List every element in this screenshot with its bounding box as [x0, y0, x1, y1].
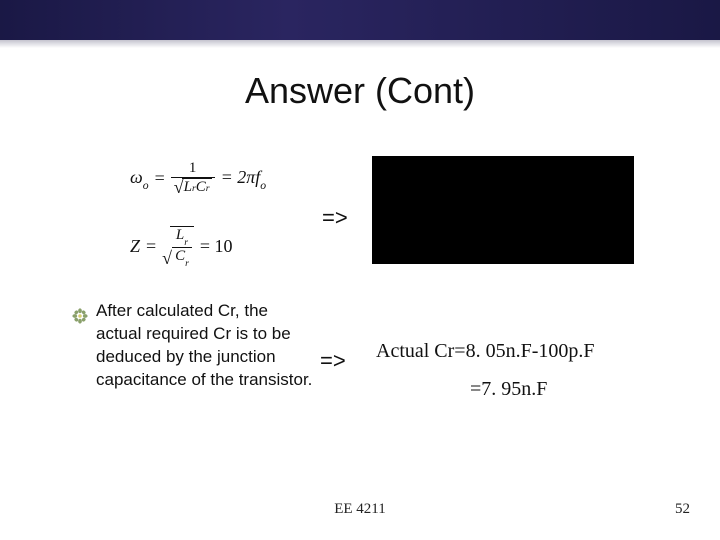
result-line-1: Actual Cr=8. 05n.F-100p.F	[376, 340, 595, 363]
footer-page-number: 52	[675, 501, 690, 518]
equation-omega: ωo = 1 √ LrCr = 2πfo	[130, 160, 310, 208]
equation-impedance: Z = √ Lr Cr = 10	[130, 226, 290, 274]
body-paragraph: After calculated Cr, the actual required…	[96, 300, 318, 392]
result-line-2: =7. 95n.F	[470, 378, 547, 401]
arrow-icon: =>	[322, 205, 348, 231]
flower-bullet-icon	[72, 308, 88, 324]
page-title: Answer (Cont)	[0, 70, 720, 112]
redacted-box	[372, 156, 634, 264]
footer-course-code: EE 4211	[0, 501, 720, 518]
top-banner	[0, 0, 720, 40]
arrow-icon: =>	[320, 348, 346, 374]
